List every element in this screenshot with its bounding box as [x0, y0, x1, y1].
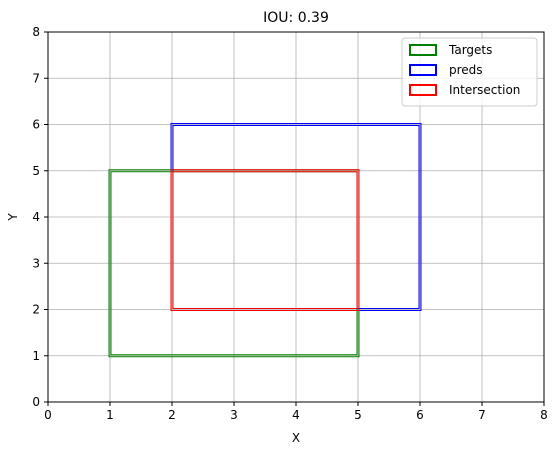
x-tick-label: 1 [106, 408, 114, 422]
legend-swatch [409, 64, 437, 76]
y-tick-label: 8 [32, 25, 40, 39]
y-tick-label: 7 [32, 71, 40, 85]
legend-swatch [409, 44, 437, 56]
legend-label: Targets [448, 43, 492, 57]
y-axis-ticks: 0 1 2 3 4 5 6 7 8 [32, 25, 48, 409]
x-tick-label: 0 [44, 408, 52, 422]
y-tick-label: 3 [32, 256, 40, 270]
box-outer-edge [170, 169, 360, 311]
x-tick-label: 2 [168, 408, 176, 422]
legend: Targets preds Intersection [401, 37, 538, 107]
legend-swatch [409, 84, 437, 96]
x-tick-label: 5 [354, 408, 362, 422]
y-tick-label: 0 [32, 395, 40, 409]
x-tick-label: 8 [540, 408, 548, 422]
legend-label: preds [449, 63, 483, 77]
x-tick-label: 4 [292, 408, 300, 422]
x-tick-label: 6 [416, 408, 424, 422]
boxes [108, 123, 422, 358]
legend-entry: preds [409, 63, 483, 77]
box-intersection [170, 169, 360, 311]
box-inner-edge [172, 171, 358, 309]
legend-entry: Intersection [409, 83, 520, 97]
y-tick-label: 6 [32, 118, 40, 132]
y-tick-label: 4 [32, 210, 40, 224]
chart-title: IOU: 0.39 [263, 10, 329, 26]
x-axis-ticks: 0 1 2 3 4 5 6 7 8 [44, 402, 548, 422]
x-axis-label: X [292, 431, 300, 445]
y-axis-label: Y [6, 213, 20, 222]
y-tick-label: 2 [32, 303, 40, 317]
x-tick-label: 3 [230, 408, 238, 422]
y-tick-label: 5 [32, 164, 40, 178]
x-tick-label: 7 [478, 408, 486, 422]
legend-label: Intersection [449, 83, 520, 97]
legend-entry: Targets [409, 43, 492, 57]
y-tick-label: 1 [32, 349, 40, 363]
